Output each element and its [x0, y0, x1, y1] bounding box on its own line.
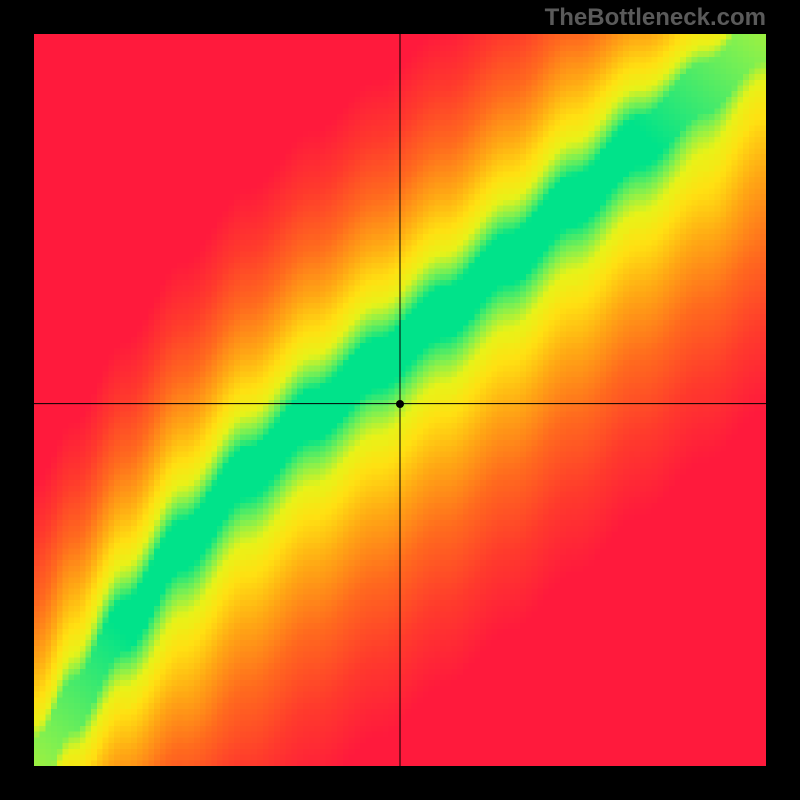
heatmap-canvas — [34, 34, 766, 766]
chart-root: TheBottleneck.com — [0, 0, 800, 800]
watermark-text: TheBottleneck.com — [545, 4, 766, 32]
